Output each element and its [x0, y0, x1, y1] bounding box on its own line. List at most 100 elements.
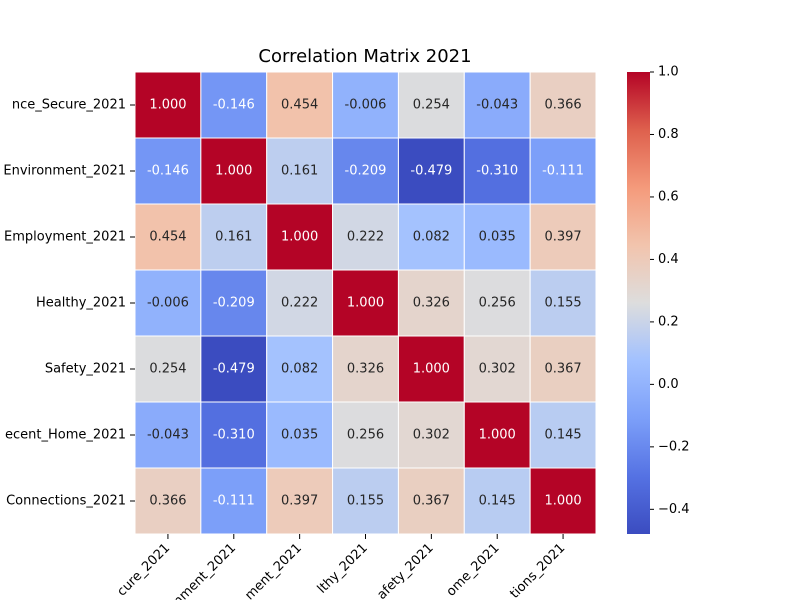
- heatmap-cell: [200, 269, 268, 337]
- cell-label: 1.000: [149, 98, 186, 113]
- colorbar-tick-label: 0.4: [658, 252, 679, 267]
- heatmap-cell: [266, 203, 334, 271]
- cell-label: -0.209: [213, 296, 255, 311]
- colorbar-tick-label: 1.0: [658, 65, 679, 80]
- cell-label: -0.111: [542, 164, 584, 179]
- colorbar-tick-label: 0.2: [658, 314, 679, 329]
- cell-label: 0.367: [544, 362, 581, 377]
- x-tick-label: lthy_2021: [315, 541, 371, 597]
- cell-label: 0.082: [413, 230, 450, 245]
- cell-label: -0.111: [213, 494, 255, 509]
- heatmap-cell: [397, 467, 465, 535]
- heatmap-cell: [266, 335, 334, 403]
- cell-label: 0.256: [479, 296, 516, 311]
- heatmap-cell: [134, 269, 202, 337]
- cell-label: -0.310: [213, 428, 255, 443]
- heatmap-cell: [397, 137, 465, 205]
- heatmap-cell: [529, 467, 597, 535]
- heatmap-cell: [332, 203, 399, 271]
- colorbar-tick-label: 0.6: [658, 189, 679, 204]
- y-tick-label: Safety_2021: [45, 362, 126, 377]
- cell-label: 1.000: [347, 296, 384, 311]
- x-tick-label: cure_2021: [115, 541, 174, 600]
- heatmap-cell: [134, 71, 202, 139]
- cell-label: -0.043: [147, 428, 189, 443]
- cell-label: -0.006: [345, 98, 387, 113]
- cell-label: 0.256: [347, 428, 384, 443]
- heatmap-cell: [266, 137, 334, 205]
- y-tick-label: ecent_Home_2021: [5, 428, 126, 443]
- cell-label: 0.397: [544, 230, 581, 245]
- colorbar-tick-label: 0.0: [658, 377, 679, 392]
- cell-label: 1.000: [544, 494, 581, 509]
- cell-label: -0.479: [410, 164, 452, 179]
- x-tick-label: ome_2021: [444, 541, 503, 600]
- cell-label: -0.043: [476, 98, 518, 113]
- cell-label: 0.222: [347, 230, 384, 245]
- x-tick-label: nment_2021: [171, 541, 239, 600]
- heatmap-cell: [200, 71, 268, 139]
- heatmap-cell: [266, 467, 334, 535]
- y-tick-label: Employment_2021: [4, 230, 126, 245]
- y-tick-label: nce_Secure_2021: [12, 98, 126, 113]
- cell-label: 1.000: [215, 164, 252, 179]
- chart-title: Correlation Matrix 2021: [258, 46, 471, 67]
- cell-label: 0.222: [281, 296, 318, 311]
- cell-label: -0.209: [345, 164, 387, 179]
- colorbar-tick-label: −0.2: [658, 439, 690, 454]
- heatmap-cell: [463, 203, 531, 271]
- cell-label: 0.454: [281, 98, 318, 113]
- heatmap-cell: [332, 71, 399, 139]
- x-tick-label: tions_2021: [507, 541, 568, 600]
- cell-label: 0.145: [479, 494, 516, 509]
- cell-label: 0.254: [413, 98, 450, 113]
- cell-label: 0.145: [544, 428, 581, 443]
- heatmap-cell: [266, 71, 334, 139]
- cell-label: 0.035: [281, 428, 318, 443]
- heatmap-cell: [134, 467, 202, 535]
- heatmap-cell: [200, 203, 268, 271]
- x-tick-label: afety_2021: [374, 541, 436, 600]
- heatmap-cell: [463, 269, 531, 337]
- heatmap-cell: [529, 203, 597, 271]
- cell-label: -0.479: [213, 362, 255, 377]
- heatmap-cell: [529, 269, 597, 337]
- heatmap-cell: [332, 467, 399, 535]
- cell-label: -0.146: [147, 164, 189, 179]
- cell-label: -0.146: [213, 98, 255, 113]
- heatmap-cell: [529, 137, 597, 205]
- heatmap-cell: [463, 467, 531, 535]
- y-tick-label: Connections_2021: [6, 494, 126, 509]
- cell-label: 0.035: [479, 230, 516, 245]
- heatmap-cell: [397, 401, 465, 469]
- colorbar-tick-label: 0.8: [658, 127, 679, 142]
- cell-label: 0.397: [281, 494, 318, 509]
- heatmap-cell: [134, 335, 202, 403]
- heatmap-cell: [332, 401, 399, 469]
- x-tick-label: ment_2021: [242, 541, 305, 600]
- heatmap-cell: [266, 401, 334, 469]
- cell-label: 0.366: [544, 98, 581, 113]
- cell-label: 0.155: [544, 296, 581, 311]
- cell-label: 0.302: [413, 428, 450, 443]
- cell-label: 0.254: [149, 362, 186, 377]
- cell-label: 1.000: [281, 230, 318, 245]
- cell-label: 1.000: [479, 428, 516, 443]
- cell-label: 0.326: [347, 362, 384, 377]
- cell-label: 0.302: [479, 362, 516, 377]
- heatmap-cell: [529, 401, 597, 469]
- cell-label: 0.082: [281, 362, 318, 377]
- cell-label: 0.161: [281, 164, 318, 179]
- cell-label: 0.326: [413, 296, 450, 311]
- cell-label: 0.155: [347, 494, 384, 509]
- cell-label: 0.367: [413, 494, 450, 509]
- heatmap-cell: [200, 401, 268, 469]
- heatmap-cell: [463, 71, 531, 139]
- cell-label: -0.310: [476, 164, 518, 179]
- colorbar: [627, 72, 650, 534]
- cell-label: 1.000: [413, 362, 450, 377]
- y-tick-label: Healthy_2021: [36, 296, 126, 311]
- cell-label: 0.161: [215, 230, 252, 245]
- cell-label: 0.366: [149, 494, 186, 509]
